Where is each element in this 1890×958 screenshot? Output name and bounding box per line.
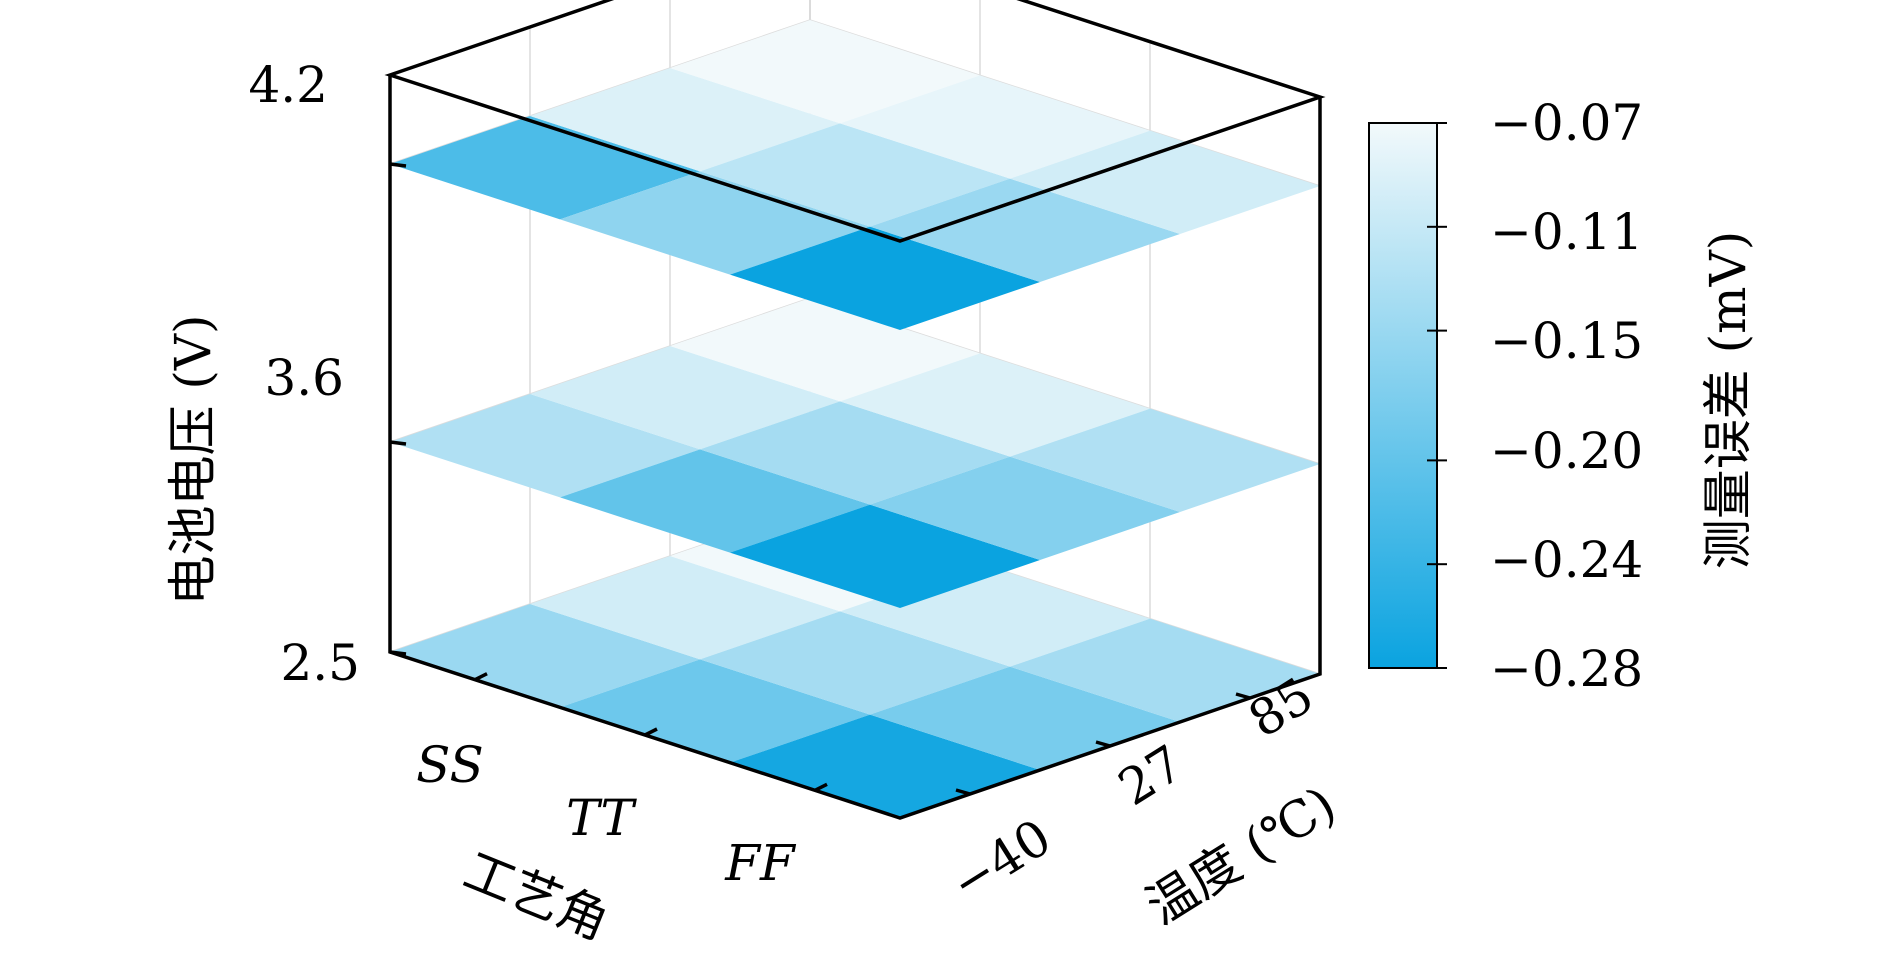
x-tick-label: FF [724, 834, 797, 892]
colorbar-tick-label: −0.20 [1490, 422, 1643, 480]
x-tick-labels: SS TT FF [416, 736, 797, 892]
y-tick [955, 788, 971, 796]
colorbar-ticks [1427, 122, 1447, 669]
heatmap-cell [670, 20, 980, 124]
x-tick-label: SS [416, 736, 484, 794]
y-tick-label: 27 [1109, 734, 1194, 817]
box-frame [384, 0, 1326, 820]
x-tick [814, 782, 828, 792]
axis-ticks [389, 162, 1251, 796]
z-axis-label: 电池电压 (V) [164, 314, 222, 605]
heatmap-cells [390, 20, 1320, 818]
heatmap-cell [560, 659, 870, 763]
heatmap-cell [1010, 130, 1320, 234]
z-tick-label: 3.6 [264, 349, 344, 407]
heatmap-cell [870, 178, 1180, 282]
heatmap-cell [730, 504, 1040, 608]
z-tick [389, 650, 407, 656]
frame-edge [384, 0, 1326, 243]
heatmap-cell [730, 226, 1040, 330]
frame-edge [388, 75, 1322, 820]
y-tick [1095, 740, 1111, 748]
heatmap-cell [530, 68, 840, 172]
z-tick [389, 440, 407, 446]
heatmap-cell [840, 353, 1150, 457]
heatmap-cell [530, 346, 840, 450]
heatmap-cell [700, 401, 1010, 505]
x-tick [644, 727, 658, 737]
heatmap-cell [390, 116, 700, 220]
colorbar-tick-label: −0.15 [1490, 312, 1643, 370]
heatmap-cell [870, 456, 1180, 560]
colorbar-tick-label: −0.28 [1490, 640, 1643, 698]
heatmap-cell [1010, 408, 1320, 512]
heatmap-cell [390, 604, 700, 708]
heatmap-cell [560, 171, 870, 275]
y-tick [1235, 692, 1251, 700]
z-tick-labels: 4.2 3.6 2.5 [248, 56, 360, 692]
x-tick [474, 672, 488, 682]
colorbar-tick-label: −0.11 [1490, 203, 1643, 261]
z-tick-label: 4.2 [248, 56, 328, 114]
heatmap-cell [670, 298, 980, 402]
colorbar-tick-labels: −0.07 −0.11 −0.15 −0.20 −0.24 −0.28 [1490, 94, 1643, 698]
heatmap-cell [840, 75, 1150, 179]
z-tick [389, 162, 407, 168]
x-axis-label: 工艺角 [456, 841, 617, 951]
heatmap-cell [560, 449, 870, 553]
heatmap-cell [700, 123, 1010, 227]
colorbar-tick-label: −0.07 [1490, 94, 1643, 152]
heatmap-cell [530, 556, 840, 660]
y-tick-label: −40 [941, 808, 1061, 913]
z-tick-label: 2.5 [280, 634, 360, 692]
heatmap-cell [700, 611, 1010, 715]
colorbar-tick-label: −0.24 [1490, 531, 1643, 589]
x-tick-label: TT [566, 789, 637, 847]
colorbar-label: 测量误差 (mV) [1699, 231, 1757, 569]
colorbar [1368, 122, 1438, 669]
heatmap-cell [390, 394, 700, 498]
